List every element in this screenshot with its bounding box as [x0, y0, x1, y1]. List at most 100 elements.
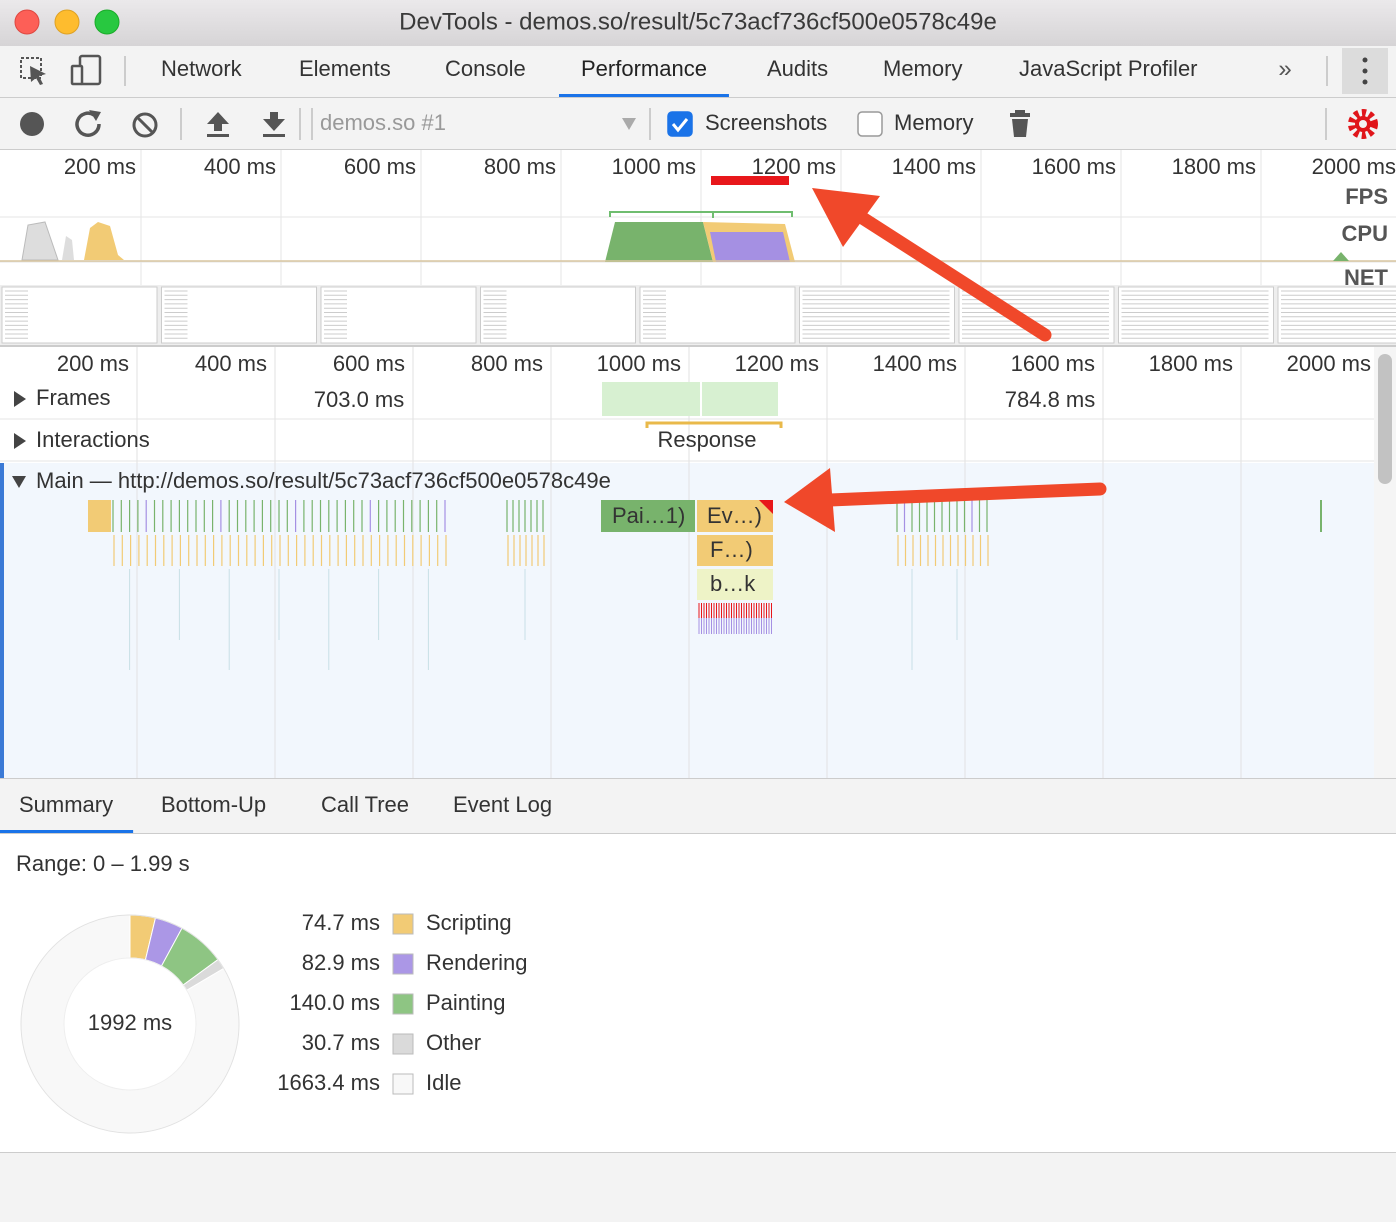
timeline-tick-label: 1000 ms	[597, 351, 681, 376]
timeline-tick-label: 1800 ms	[1149, 351, 1233, 376]
event-block[interactable]	[697, 535, 773, 566]
annotation-underline	[711, 176, 789, 185]
legend-label: Rendering	[426, 950, 528, 975]
timeline-tick-label: 2000 ms	[1287, 351, 1371, 376]
timeline-tick-label: 1200 ms	[735, 351, 819, 376]
track-label-bg	[1334, 184, 1392, 212]
legend-value: 74.7 ms	[302, 910, 380, 935]
legend-value: 140.0 ms	[290, 990, 381, 1015]
checkmark	[671, 118, 689, 133]
toolbar	[0, 98, 1396, 150]
range-label: Range: 0 – 1.99 s	[16, 851, 190, 876]
timeline-tick-label: 1400 ms	[873, 351, 957, 376]
screenshots-checkbox[interactable]	[667, 111, 693, 137]
bottom-tab[interactable]: Call Tree	[321, 792, 409, 817]
more-tabs[interactable]: »	[1278, 55, 1291, 82]
active-tab-indicator	[0, 830, 134, 833]
event-label: Pai…1)	[612, 503, 685, 528]
checkbox-box	[667, 111, 693, 137]
timeline-tick-label: 400 ms	[195, 351, 267, 376]
window-title: DevTools - demos.so/result/5c73acf736cf5…	[399, 8, 997, 35]
frame-time: 703.0 ms	[314, 387, 405, 412]
device-icon[interactable]	[70, 54, 102, 86]
minimize-button[interactable]	[54, 9, 80, 35]
close-button[interactable]	[14, 9, 40, 35]
interactions-track-label[interactable]: Interactions	[36, 427, 150, 452]
screenshot-strip	[0, 285, 1396, 345]
memory-checkbox[interactable]	[857, 111, 883, 137]
tab[interactable]: JavaScript Profiler	[1019, 56, 1198, 81]
track-label-bg	[1334, 222, 1392, 250]
overview-tick-label: 200 ms	[64, 154, 136, 179]
legend-value: 1663.4 ms	[277, 1070, 380, 1095]
frame[interactable]	[702, 382, 778, 416]
event-label: F…)	[710, 537, 753, 562]
tab[interactable]: Network	[161, 56, 243, 81]
timeline-tick-label: 200 ms	[57, 351, 129, 376]
title-bar	[0, 0, 1396, 46]
zoom-button[interactable]	[94, 9, 120, 35]
main-track-label[interactable]: Main — http://demos.so/result/5c73acf736…	[36, 468, 611, 493]
legend-value: 30.7 ms	[302, 1030, 380, 1055]
settings-button[interactable]	[1348, 109, 1378, 139]
overview-tick-label: 1200 ms	[752, 154, 836, 179]
clear-button[interactable]	[132, 112, 158, 138]
legend-swatch	[392, 993, 414, 1015]
tab[interactable]: Console	[445, 56, 526, 81]
profile-select[interactable]: demos.so #1	[311, 108, 636, 140]
task	[88, 500, 111, 532]
tab[interactable]: Memory	[883, 56, 962, 81]
bottom-tab-bar	[0, 778, 1396, 834]
frames-track-label[interactable]: Frames	[36, 385, 111, 410]
reload-button[interactable]	[75, 110, 101, 137]
legend-label: Idle	[426, 1070, 461, 1095]
bottom-tab[interactable]: Event Log	[453, 792, 552, 817]
donut-outline	[63, 957, 197, 1091]
event-label: b…k	[710, 571, 756, 596]
inspect-icon[interactable]	[20, 57, 46, 85]
timeline-tick-label: 800 ms	[471, 351, 543, 376]
profile-name: demos.so #1	[320, 110, 446, 135]
tab[interactable]: Audits	[767, 56, 828, 81]
tab[interactable]: Performance	[581, 56, 707, 81]
overview-tick-label: 1800 ms	[1172, 154, 1256, 179]
load-profile-button[interactable]	[207, 112, 229, 137]
overview-tick-label: 600 ms	[344, 154, 416, 179]
summary-legend: 74.7 ms Scripting 82.9 ms Rendering 140.0 ms…	[277, 910, 527, 1095]
scrollbar-thumb[interactable]	[1378, 354, 1392, 484]
timeline-tick-label: 1600 ms	[1011, 351, 1095, 376]
overview-tick-label: 400 ms	[204, 154, 276, 179]
record-button[interactable]	[20, 112, 44, 136]
legend-swatch	[392, 1073, 414, 1095]
frame[interactable]	[602, 382, 700, 416]
total-time: 1992 ms	[88, 1010, 172, 1035]
legend-swatch	[392, 913, 414, 935]
overview-tick-label: 800 ms	[484, 154, 556, 179]
overview-tick-label: 1000 ms	[612, 154, 696, 179]
garbage-collect-button[interactable]	[1010, 110, 1030, 137]
response-label: Response	[657, 427, 756, 452]
overview-tick-label: 1400 ms	[892, 154, 976, 179]
overview-tick-label: 1600 ms	[1032, 154, 1116, 179]
donut-outline	[20, 914, 240, 1134]
status-bar	[0, 1153, 1396, 1222]
save-profile-button[interactable]	[263, 112, 285, 137]
legend-value: 82.9 ms	[302, 950, 380, 975]
event-block[interactable]	[697, 569, 773, 600]
screenshots-label: Screenshots	[705, 110, 827, 135]
legend-swatch	[392, 1033, 414, 1055]
annotation-arrow	[784, 468, 1107, 532]
track-label: CPU	[1342, 221, 1388, 246]
timeline-tick-label: 600 ms	[333, 351, 405, 376]
tab-bar	[0, 46, 1396, 98]
bottom-tab[interactable]: Summary	[19, 792, 113, 817]
memory-label: Memory	[894, 110, 973, 135]
checkbox-box	[857, 111, 883, 137]
event-block[interactable]	[601, 500, 695, 532]
legend-label: Painting	[426, 990, 506, 1015]
tab[interactable]: Elements	[299, 56, 391, 81]
bottom-tab[interactable]: Bottom-Up	[161, 792, 266, 817]
event-block[interactable]	[697, 500, 773, 532]
donut-chart	[20, 914, 240, 1134]
